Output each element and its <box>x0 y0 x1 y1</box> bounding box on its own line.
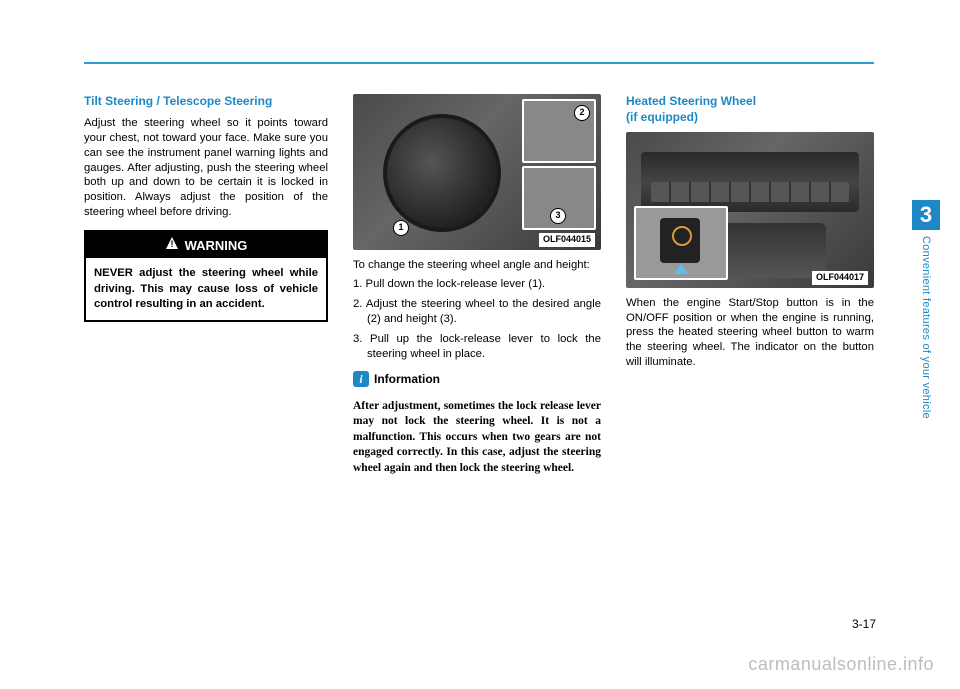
warning-body-text: NEVER adjust the steering wheel while dr… <box>86 258 326 320</box>
callout-3: 3 <box>550 208 566 224</box>
chapter-tab: 3 Convenient features of your vehicle <box>912 200 940 419</box>
steering-adjust-figure: 2 3 1 OLF044015 <box>353 94 601 250</box>
content-columns: Tilt Steering / Telescope Steering Adjus… <box>84 94 874 488</box>
column-2: 2 3 1 OLF044015 To change the steering w… <box>353 94 601 488</box>
figure-label-1: OLF044015 <box>539 233 595 247</box>
arrow-up-icon <box>674 264 688 274</box>
info-text: After adjustment, sometimes the lock rel… <box>353 399 601 477</box>
svg-text:!: ! <box>170 239 173 249</box>
tilt-steering-body: Adjust the steering wheel so it points t… <box>84 116 328 220</box>
column-3: Heated Steering Wheel (if equipped) OLF0… <box>626 94 874 488</box>
manual-page: Tilt Steering / Telescope Steering Adjus… <box>0 0 960 689</box>
warning-icon: ! <box>165 236 179 254</box>
steering-wheel-graphic <box>383 114 501 232</box>
information-row: i Information <box>353 371 601 387</box>
step-2: 2. Adjust the steering wheel to the desi… <box>353 297 601 327</box>
chapter-number: 3 <box>912 200 940 230</box>
heated-wheel-body: When the engine Start/Stop button is in … <box>626 296 874 371</box>
tilt-steering-heading: Tilt Steering / Telescope Steering <box>84 94 328 110</box>
callout-1: 1 <box>393 220 409 236</box>
figure-label-2: OLF044017 <box>812 271 868 285</box>
heated-wheel-button-graphic <box>660 218 700 263</box>
info-icon: i <box>353 371 369 387</box>
page-number: 3-17 <box>852 617 876 631</box>
info-label: Information <box>374 372 440 388</box>
figure-inset-height: 3 <box>522 166 596 230</box>
step-1: 1. Pull down the lock-release lever (1). <box>353 277 601 292</box>
watermark: carmanualsonline.info <box>748 654 934 675</box>
warning-box: ! WARNING NEVER adjust the steering whee… <box>84 230 328 322</box>
dash-panel-graphic <box>641 152 859 212</box>
steps-intro: To change the steering wheel angle and h… <box>353 258 601 273</box>
callout-2: 2 <box>574 105 590 121</box>
warning-title-row: ! WARNING <box>86 232 326 258</box>
chapter-title: Convenient features of your vehicle <box>920 236 932 419</box>
header-rule <box>84 62 874 64</box>
figure-inset-angle: 2 <box>522 99 596 163</box>
heated-button-inset <box>634 206 728 280</box>
column-1: Tilt Steering / Telescope Steering Adjus… <box>84 94 328 488</box>
warning-title-text: WARNING <box>185 237 248 254</box>
step-3: 3. Pull up the lock-release lever to loc… <box>353 332 601 362</box>
heated-wheel-heading-1: Heated Steering Wheel <box>626 94 874 110</box>
heated-wheel-figure: OLF044017 <box>626 132 874 288</box>
heated-wheel-heading-2: (if equipped) <box>626 110 874 126</box>
